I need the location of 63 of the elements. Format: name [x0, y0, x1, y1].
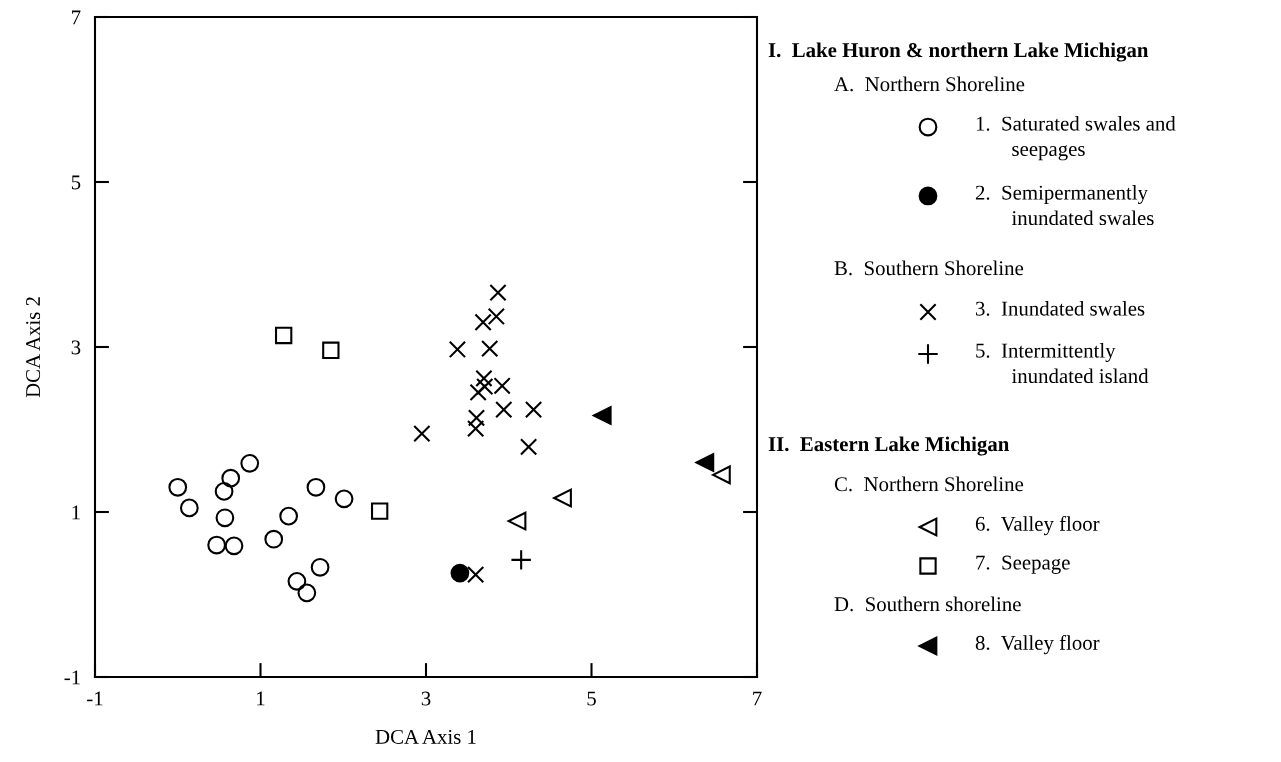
- point: [524, 401, 543, 419]
- point: [224, 536, 244, 556]
- point: [475, 369, 493, 388]
- x-tick-label: 5: [587, 691, 596, 706]
- y-tick-label: 1: [72, 505, 80, 520]
- point: [274, 326, 293, 345]
- point: [334, 489, 354, 509]
- point: [413, 424, 431, 443]
- legend-label: 3. Inundated swales: [976, 301, 1145, 316]
- point: [214, 482, 234, 501]
- point: [553, 488, 572, 508]
- y-tick-label: 3: [71, 340, 81, 355]
- point: [287, 571, 307, 591]
- point: [322, 341, 340, 359]
- y-tick-label: -1: [64, 670, 80, 685]
- point: [519, 438, 538, 456]
- legend-label: 5. Intermittently inundated island: [976, 343, 1149, 384]
- x-tick-label: 7: [753, 691, 762, 706]
- point: [310, 557, 330, 577]
- legend-label: 8. Valley floor: [975, 635, 1100, 655]
- legend-label: 2. Semipermanently inundated swales: [975, 185, 1154, 226]
- point: [507, 511, 527, 531]
- y-tick-label: 7: [72, 10, 81, 25]
- text: B. Southern Shoreline: [834, 260, 1024, 276]
- point: [168, 477, 188, 497]
- point: [495, 401, 513, 419]
- point: [370, 502, 389, 520]
- point: [466, 566, 485, 584]
- point: [179, 498, 199, 518]
- point: [592, 406, 612, 425]
- point: [207, 535, 227, 555]
- point: [297, 583, 317, 603]
- point: [279, 506, 299, 526]
- text: D. Southern shoreline: [834, 596, 1021, 612]
- legend-label: 6. Valley floor: [975, 516, 1100, 536]
- point: [489, 283, 507, 302]
- text: II. Eastern Lake Michigan: [768, 436, 1010, 456]
- point: [215, 508, 235, 528]
- y-tick-label: 5: [71, 175, 81, 190]
- point: [467, 409, 486, 427]
- point: [306, 477, 326, 497]
- x-tick-label: 3: [421, 691, 431, 706]
- x-tick-label: -1: [87, 691, 103, 706]
- text: C. Northern Shoreline: [834, 476, 1024, 492]
- x-tick-label: 1: [257, 691, 265, 706]
- point: [448, 340, 467, 359]
- point: [264, 529, 284, 549]
- point: [240, 453, 260, 473]
- legend-label: 1. Saturated swales and seepages: [976, 116, 1176, 161]
- x-axis-title: DCA Axis 1: [375, 729, 476, 744]
- legend-label: 7. Seepage: [976, 555, 1070, 574]
- point: [474, 313, 492, 331]
- text: A. Northern Shoreline: [834, 76, 1025, 92]
- text: I. Lake Huron & northern Lake Michigan: [768, 42, 1149, 62]
- point: [450, 563, 470, 583]
- point: [510, 549, 532, 571]
- point: [466, 420, 485, 438]
- point: [712, 465, 731, 485]
- point: [221, 468, 241, 488]
- point: [695, 453, 715, 472]
- y-axis-title: DCA Axis 2: [26, 297, 41, 398]
- point: [487, 307, 506, 326]
- point: [481, 339, 499, 358]
